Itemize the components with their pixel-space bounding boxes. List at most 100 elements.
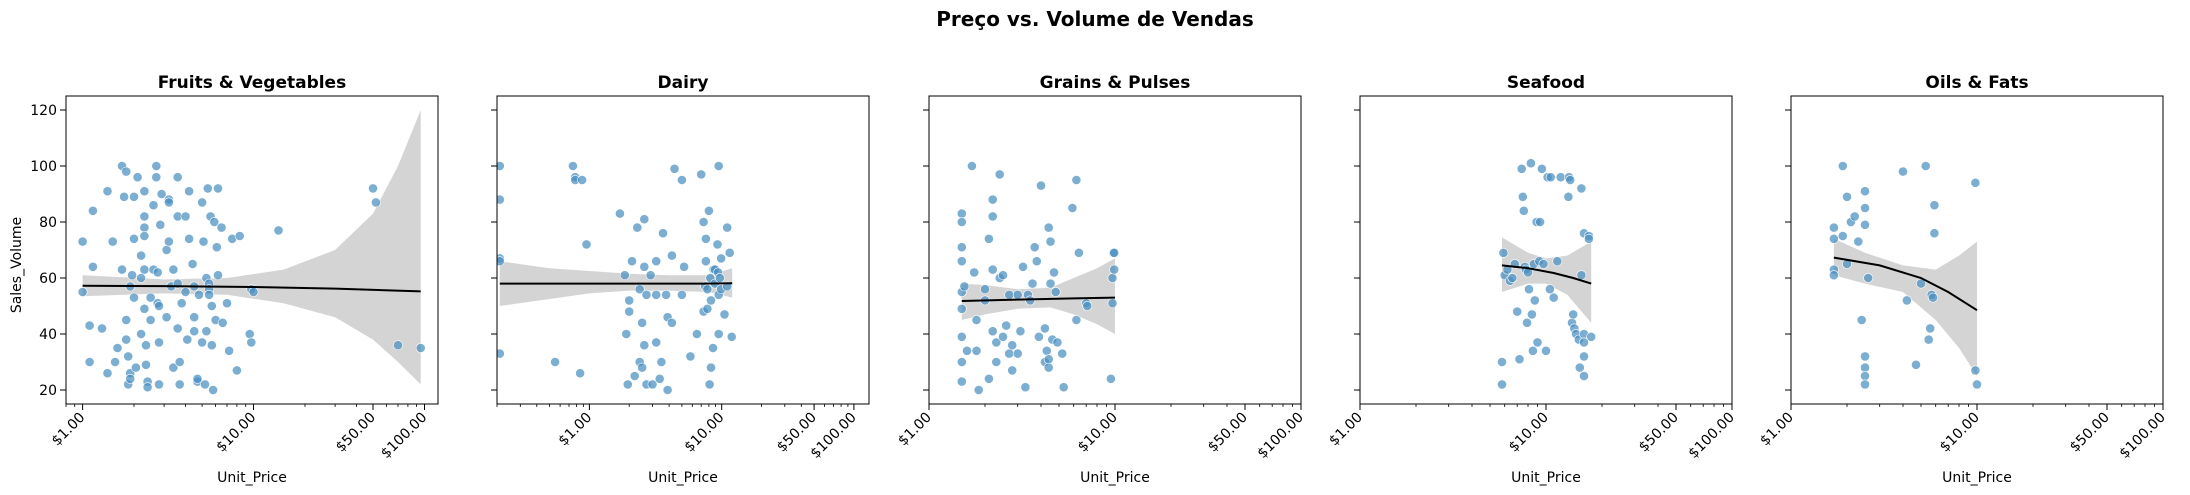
scatter-point xyxy=(651,289,662,300)
x-tick-label: $1.00 xyxy=(556,410,596,450)
scatter-point xyxy=(497,256,505,267)
scatter-point xyxy=(1004,289,1015,300)
scatter-point xyxy=(696,169,707,180)
scatter-point xyxy=(393,340,403,351)
scatter-point xyxy=(998,331,1008,342)
scatter-point xyxy=(956,217,967,227)
scatter-point xyxy=(1522,317,1532,328)
scatter-point xyxy=(969,267,980,278)
scatter-point xyxy=(639,214,650,225)
scatter-point xyxy=(148,200,159,211)
scatter-point xyxy=(1837,161,1848,171)
scatter-point xyxy=(155,219,166,230)
scatter-point xyxy=(84,357,95,367)
scatter-point xyxy=(1574,362,1585,373)
confidence-band xyxy=(82,110,421,385)
scatter-point xyxy=(621,329,632,339)
scatter-point xyxy=(1545,172,1556,183)
scatter-point xyxy=(415,343,426,353)
scatter-point xyxy=(1579,371,1589,381)
scatter-point xyxy=(956,242,967,253)
x-tick-label: $1.00 xyxy=(895,410,935,450)
scatter-point xyxy=(217,317,228,328)
panel-title: Grains & Pulses xyxy=(1040,73,1191,93)
scatter-point xyxy=(125,373,136,384)
scatter-point xyxy=(180,211,191,222)
scatter-point xyxy=(632,222,643,233)
scatter-point xyxy=(1057,348,1068,359)
scatter-point xyxy=(624,306,635,317)
scatter-point xyxy=(701,256,711,267)
scatter-point xyxy=(667,250,677,261)
scatter-point xyxy=(136,273,146,283)
scatter-point xyxy=(192,373,203,384)
scatter-point xyxy=(973,385,984,395)
scatter-point xyxy=(1929,228,1940,239)
scatter-point xyxy=(956,256,967,267)
scatter-point xyxy=(1050,287,1061,297)
scatter-point xyxy=(1043,222,1054,233)
scatter-point xyxy=(1829,222,1839,233)
scatter-point xyxy=(224,345,234,356)
scatter-point xyxy=(129,233,139,244)
scatter-point xyxy=(615,208,625,219)
scatter-point xyxy=(704,205,714,216)
scatter-point xyxy=(956,331,967,342)
scatter-point xyxy=(713,329,724,339)
scatter-point xyxy=(129,292,139,303)
scatter-point xyxy=(176,298,187,309)
x-tick-label: $10.00 xyxy=(682,410,728,456)
scatter-point xyxy=(701,233,711,244)
scatter-point xyxy=(987,211,998,222)
scatter-point xyxy=(1052,337,1063,348)
scatter-point xyxy=(1109,247,1120,258)
scatter-point xyxy=(129,191,139,202)
scatter-point xyxy=(677,289,687,300)
scatter-point xyxy=(211,242,222,253)
scatter-point xyxy=(1568,309,1579,320)
scatter-point xyxy=(577,175,587,185)
scatter-point xyxy=(708,343,718,353)
scatter-point xyxy=(1045,278,1056,289)
panel-0: Fruits & Vegetables Unit_Price $1.00 $10.00… xyxy=(30,73,439,486)
scatter-point xyxy=(1007,340,1018,351)
scatter-point xyxy=(651,337,662,348)
scatter-point xyxy=(1074,247,1084,258)
scatter-point xyxy=(1555,172,1566,183)
scatter-point xyxy=(1849,211,1860,222)
scatter-point xyxy=(1012,289,1023,300)
scatter-point xyxy=(154,337,164,348)
plot-area xyxy=(497,161,737,395)
scatter-point xyxy=(987,326,998,337)
scatter-point xyxy=(1538,259,1549,269)
scatter-point xyxy=(1034,331,1044,342)
scatter-point xyxy=(202,183,213,194)
scatter-point xyxy=(151,161,162,171)
scatter-point xyxy=(139,211,150,222)
scatter-point xyxy=(967,161,977,171)
scatter-point xyxy=(971,345,982,356)
scatter-point xyxy=(647,379,658,390)
scatter-point xyxy=(1497,379,1507,390)
scatter-point xyxy=(208,385,218,395)
plot-area xyxy=(1497,158,1597,390)
scatter-point xyxy=(141,359,151,370)
figure-title: Preço vs. Volume de Vendas xyxy=(936,7,1253,31)
scatter-point xyxy=(1860,203,1870,213)
scatter-point xyxy=(1535,217,1545,227)
scatter-point xyxy=(956,303,967,314)
scatter-point xyxy=(706,362,716,373)
scatter-point xyxy=(234,231,245,241)
scatter-point xyxy=(651,256,662,267)
scatter-point xyxy=(713,161,724,171)
scatter-point xyxy=(637,317,647,328)
scatter-point xyxy=(679,261,689,272)
scatter-point xyxy=(172,172,183,183)
scatter-point xyxy=(716,253,726,264)
scatter-point xyxy=(1031,256,1042,267)
scatter-point xyxy=(1524,284,1534,295)
plot-area xyxy=(77,110,426,395)
scatter-point xyxy=(1970,177,1981,188)
scatter-point xyxy=(724,247,735,258)
